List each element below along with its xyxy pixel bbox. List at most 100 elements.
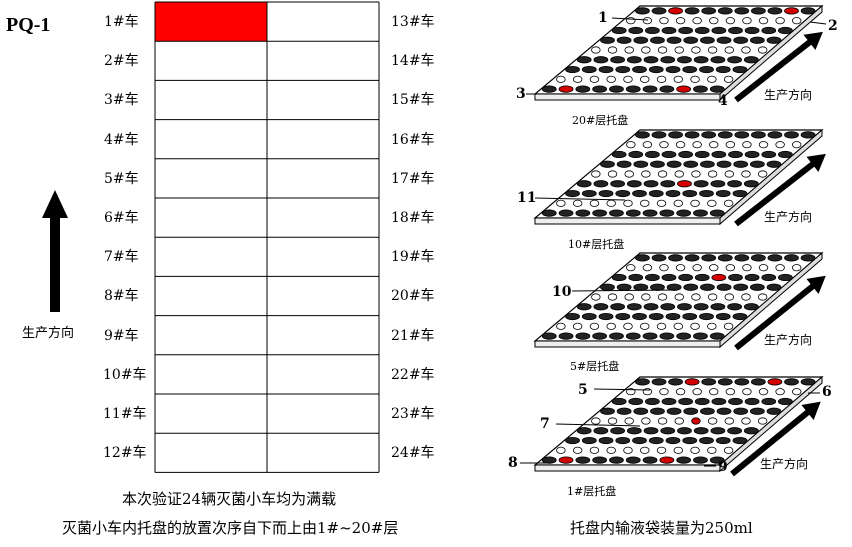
bag xyxy=(678,273,694,282)
bag xyxy=(635,254,650,262)
bag xyxy=(633,160,649,168)
bag xyxy=(743,303,759,311)
bag xyxy=(792,264,802,272)
bag xyxy=(589,446,600,454)
bag xyxy=(699,189,714,198)
bag xyxy=(709,85,725,93)
bag xyxy=(674,46,684,54)
bag xyxy=(724,170,734,178)
bag xyxy=(616,283,632,291)
bag xyxy=(742,264,752,272)
bag xyxy=(611,26,627,35)
bag xyxy=(725,264,736,272)
bag xyxy=(628,26,644,35)
bag xyxy=(556,446,566,454)
bag xyxy=(692,264,702,272)
position-number-9: 9 xyxy=(718,459,728,475)
bag xyxy=(600,283,615,291)
bag xyxy=(744,26,760,35)
bag xyxy=(650,283,665,291)
marked-bag xyxy=(558,456,574,464)
bag xyxy=(593,180,609,188)
bag xyxy=(734,378,750,386)
bag xyxy=(641,46,651,54)
tray xyxy=(526,4,827,103)
tray-direction-arrow xyxy=(734,275,826,351)
bag xyxy=(701,378,717,386)
bag xyxy=(701,131,717,139)
bag xyxy=(661,397,677,406)
bag xyxy=(598,65,614,74)
bag xyxy=(699,65,714,74)
bag xyxy=(683,407,699,415)
bag xyxy=(700,283,715,291)
bag xyxy=(761,273,777,282)
tray-label-20: 20#层托盘 xyxy=(572,114,629,127)
cart-label: 10#车 xyxy=(103,366,147,383)
cart-label: 9#车 xyxy=(104,327,139,344)
bag xyxy=(677,56,692,64)
bag xyxy=(733,407,749,415)
bag xyxy=(676,332,692,340)
bag xyxy=(709,388,719,396)
bag xyxy=(717,7,733,15)
bag xyxy=(673,446,683,454)
bag xyxy=(616,36,632,44)
tray-direction-label-1: 生产方向 xyxy=(760,457,809,471)
bag xyxy=(767,131,783,139)
bag xyxy=(775,264,785,272)
bag xyxy=(699,436,714,445)
bag xyxy=(624,46,634,54)
bag xyxy=(677,427,692,435)
bag xyxy=(690,199,700,207)
bag xyxy=(665,189,681,198)
tray-direction-label-10: 生产方向 xyxy=(764,210,813,224)
bag xyxy=(693,456,708,464)
bag xyxy=(572,75,583,83)
bag xyxy=(694,397,710,406)
bag xyxy=(728,26,743,35)
marked-bag xyxy=(558,85,574,93)
bag xyxy=(591,170,601,178)
position-number-11: 11 xyxy=(517,190,537,206)
bag xyxy=(644,273,660,282)
bag xyxy=(556,199,566,207)
bag xyxy=(541,456,557,464)
bag xyxy=(761,150,777,159)
bag xyxy=(565,436,580,445)
bag xyxy=(761,26,777,35)
bag xyxy=(757,293,768,301)
bag xyxy=(692,17,702,25)
bag xyxy=(700,160,715,168)
bag xyxy=(659,17,669,25)
note-tray-order: 灭菌小车内托盘的放置次序自下而上由1#~20#层 xyxy=(62,519,399,537)
bag xyxy=(626,264,636,272)
bag xyxy=(693,180,709,188)
bag xyxy=(665,65,681,74)
bag xyxy=(693,56,709,64)
bag xyxy=(727,303,742,311)
bag xyxy=(792,388,802,396)
bag xyxy=(641,417,651,425)
marked-bag xyxy=(676,85,692,93)
bag xyxy=(711,397,727,406)
bag xyxy=(610,56,626,64)
bag xyxy=(607,417,618,425)
bag xyxy=(623,199,633,207)
bag xyxy=(727,427,742,435)
position-number-4: 4 xyxy=(718,93,728,109)
position-number-6: 6 xyxy=(822,384,832,400)
bag xyxy=(589,199,600,207)
bag xyxy=(750,131,766,139)
bag xyxy=(650,160,665,168)
bag xyxy=(775,388,785,396)
bag xyxy=(640,199,650,207)
bag xyxy=(744,150,760,159)
bag xyxy=(725,141,736,149)
bag xyxy=(657,46,668,54)
position-number-1: 1 xyxy=(598,10,608,26)
bag xyxy=(757,417,768,425)
bag xyxy=(742,141,752,149)
bag xyxy=(750,7,766,15)
bag xyxy=(777,150,793,159)
